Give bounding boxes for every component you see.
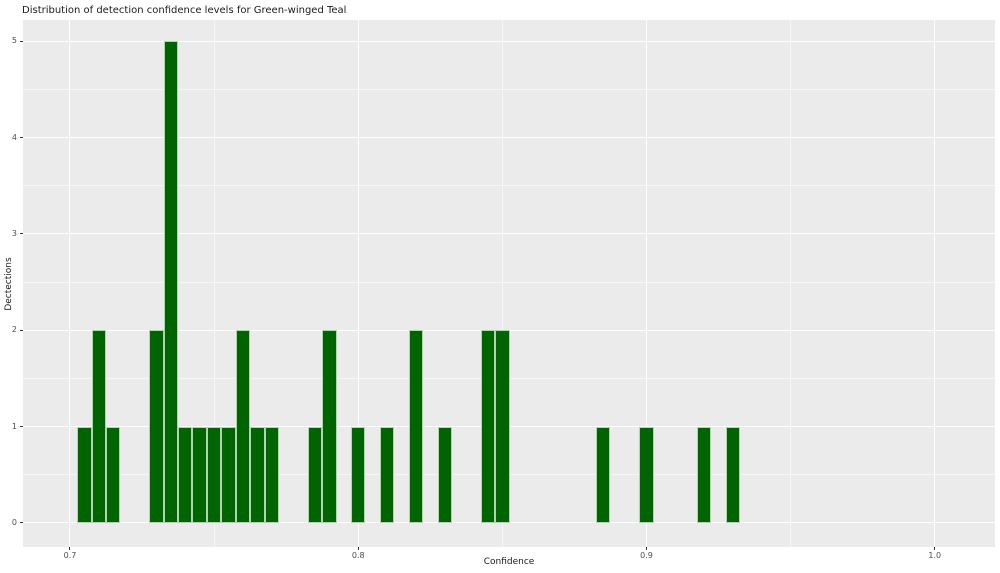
histogram-bar bbox=[77, 426, 92, 523]
histogram-bar bbox=[639, 426, 654, 523]
gridline-major-x bbox=[934, 20, 936, 547]
y-axis-title: Dectections bbox=[4, 257, 14, 311]
x-tick bbox=[69, 547, 71, 550]
histogram-bar bbox=[106, 426, 121, 523]
chart-title: Distribution of detection confidence lev… bbox=[22, 5, 347, 16]
x-tick-label: 1.0 bbox=[928, 551, 942, 560]
histogram-bar bbox=[221, 426, 236, 523]
histogram-bar bbox=[192, 426, 207, 523]
gridline-minor-y bbox=[23, 281, 995, 283]
histogram-bar bbox=[408, 330, 424, 523]
histogram-bar bbox=[480, 330, 496, 523]
x-tick bbox=[357, 547, 359, 550]
histogram-bar bbox=[322, 330, 337, 523]
y-tick-label: 4 bbox=[11, 132, 17, 142]
gridline-major-y bbox=[23, 137, 995, 139]
y-tick bbox=[20, 329, 23, 331]
gridline-major-x bbox=[645, 20, 647, 547]
histogram-bar bbox=[206, 426, 222, 523]
histogram-bar bbox=[91, 330, 106, 523]
plot-panel bbox=[23, 20, 995, 547]
x-tick-label: 0.8 bbox=[351, 551, 365, 560]
y-tick bbox=[20, 40, 23, 42]
gridline-minor-x bbox=[501, 20, 503, 547]
histogram-bar bbox=[596, 426, 611, 523]
x-tick-label: 0.9 bbox=[640, 551, 653, 560]
gridline-minor-x bbox=[213, 20, 215, 547]
gridline-major-y bbox=[23, 233, 995, 235]
gridline-major-y bbox=[23, 522, 995, 524]
y-tick bbox=[20, 522, 23, 524]
y-tick-label: 2 bbox=[11, 325, 17, 335]
y-tick-label: 3 bbox=[11, 228, 17, 238]
gridline-minor-y bbox=[23, 88, 995, 90]
histogram-bar bbox=[163, 41, 179, 523]
y-tick bbox=[20, 137, 23, 139]
x-tick bbox=[934, 547, 936, 550]
gridline-major-x bbox=[357, 20, 359, 547]
y-tick-label: 5 bbox=[11, 36, 17, 46]
histogram-bar bbox=[264, 426, 279, 523]
histogram-bar bbox=[307, 426, 323, 523]
histogram-bar bbox=[696, 426, 712, 523]
x-tick bbox=[645, 547, 647, 550]
histogram-bar bbox=[250, 426, 265, 523]
gridline-major-y bbox=[23, 40, 995, 42]
x-axis-title: Confidence bbox=[483, 557, 535, 567]
histogram-bar bbox=[437, 426, 452, 523]
histogram-bar bbox=[379, 426, 395, 523]
gridline-major-x bbox=[69, 20, 71, 547]
histogram-bar bbox=[351, 426, 366, 523]
histogram-bar bbox=[495, 330, 510, 523]
histogram-bar bbox=[178, 426, 193, 523]
histogram-bar bbox=[725, 426, 741, 523]
y-tick-label: 0 bbox=[11, 517, 17, 527]
histogram-bar bbox=[149, 330, 164, 523]
y-tick bbox=[20, 426, 23, 428]
y-tick bbox=[20, 233, 23, 235]
gridline-minor-y bbox=[23, 185, 995, 187]
gridline-minor-x bbox=[790, 20, 792, 547]
histogram-bar bbox=[235, 330, 251, 523]
x-tick-label: 0.7 bbox=[63, 551, 77, 560]
y-tick-label: 1 bbox=[11, 421, 17, 431]
